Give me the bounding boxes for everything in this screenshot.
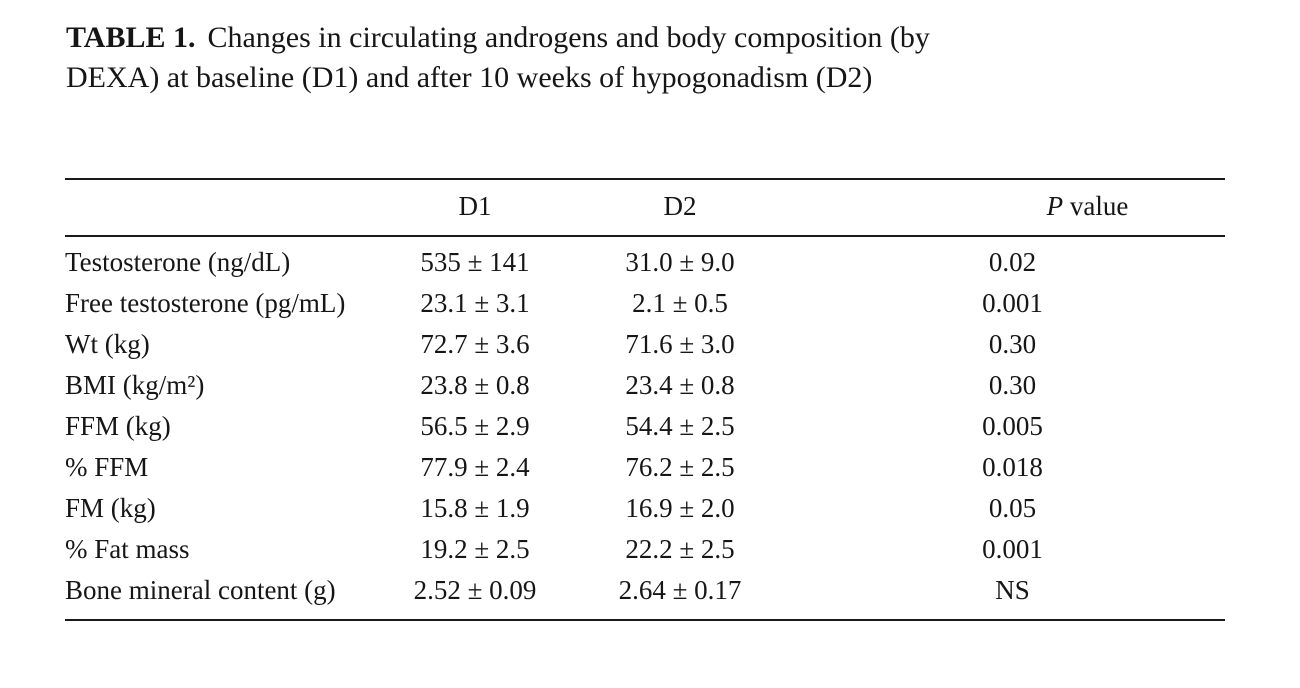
d2-value: 54.4 ± 2.5 — [625, 411, 735, 441]
p-value: 0.001 — [982, 288, 1043, 318]
column-header-p-value: P value — [800, 179, 1225, 237]
column-header-d2: D2 — [560, 179, 800, 237]
table-row: % Fat mass 19.2 ± 2.5 22.2 ± 2.5 0.001 — [65, 529, 1225, 570]
table-row: Wt (kg) 72.7 ± 3.6 71.6 ± 3.0 0.30 — [65, 324, 1225, 365]
d2-value: 22.2 ± 2.5 — [625, 534, 735, 564]
column-header-d1: D1 — [390, 179, 560, 237]
row-label: Testosterone (ng/dL) — [65, 247, 291, 277]
caption-text: Changes in circulating androgens and bod… — [66, 21, 930, 94]
d1-value: 56.5 ± 2.9 — [420, 411, 530, 441]
row-label: FM (kg) — [65, 493, 156, 523]
table-row: FFM (kg) 56.5 ± 2.9 54.4 ± 2.5 0.005 — [65, 406, 1225, 447]
data-table: D1 D2 P value Testosterone (ng/dL) 535 ± … — [65, 178, 1225, 621]
table-body: Testosterone (ng/dL) 535 ± 141 31.0 ± 9.0 0… — [65, 236, 1225, 620]
d2-value: 23.4 ± 0.8 — [625, 370, 735, 400]
d2-value: 2.64 ± 0.17 — [618, 575, 742, 605]
d2-value: 31.0 ± 9.0 — [625, 247, 735, 277]
row-label: Free testosterone (pg/mL) — [65, 288, 346, 318]
d2-value: 76.2 ± 2.5 — [625, 452, 735, 482]
p-value: 0.30 — [988, 329, 1037, 359]
d2-value: 2.1 ± 0.5 — [632, 288, 728, 318]
table-row: Free testosterone (pg/mL) 23.1 ± 3.1 2.1 ±… — [65, 283, 1225, 324]
d1-value: 77.9 ± 2.4 — [420, 452, 530, 482]
p-value: 0.005 — [982, 411, 1043, 441]
row-label: % Fat mass — [65, 534, 190, 564]
d2-value: 16.9 ± 2.0 — [625, 493, 735, 523]
row-label: Bone mineral content (g) — [65, 575, 336, 605]
p-value-header-rest: value — [1063, 191, 1129, 221]
p-value: 0.018 — [982, 452, 1043, 482]
d2-value: 71.6 ± 3.0 — [625, 329, 735, 359]
p-value: 0.02 — [988, 247, 1037, 277]
row-label: % FFM — [65, 452, 149, 482]
row-label: BMI (kg/m²) — [65, 370, 205, 400]
row-label: FFM (kg) — [65, 411, 171, 441]
table-caption: TABLE 1. Changes in circulating androgens… — [66, 18, 971, 98]
d1-value: 23.1 ± 3.1 — [420, 288, 530, 318]
table-number-label: TABLE 1. — [66, 21, 196, 54]
table-row: FM (kg) 15.8 ± 1.9 16.9 ± 2.0 0.05 — [65, 488, 1225, 529]
d1-value: 535 ± 141 — [420, 247, 530, 277]
p-value: 0.05 — [988, 493, 1037, 523]
row-label: Wt (kg) — [65, 329, 150, 359]
table-row: BMI (kg/m²) 23.8 ± 0.8 23.4 ± 0.8 0.30 — [65, 365, 1225, 406]
column-header-empty — [65, 179, 390, 237]
d1-value: 2.52 ± 0.09 — [413, 575, 537, 605]
d1-value: 15.8 ± 1.9 — [420, 493, 530, 523]
p-value: 0.001 — [982, 534, 1043, 564]
table-row: Testosterone (ng/dL) 535 ± 141 31.0 ± 9.0 0… — [65, 236, 1225, 283]
p-value: 0.30 — [988, 370, 1037, 400]
table-row: Bone mineral content (g) 2.52 ± 0.09 2.64 … — [65, 570, 1225, 620]
d1-value: 72.7 ± 3.6 — [420, 329, 530, 359]
table-row: % FFM 77.9 ± 2.4 76.2 ± 2.5 0.018 — [65, 447, 1225, 488]
p-value-header-italic: P — [1046, 191, 1064, 221]
header-row: D1 D2 P value — [65, 179, 1225, 237]
d1-value: 19.2 ± 2.5 — [420, 534, 530, 564]
d1-value: 23.8 ± 0.8 — [420, 370, 530, 400]
p-value: NS — [995, 575, 1030, 605]
